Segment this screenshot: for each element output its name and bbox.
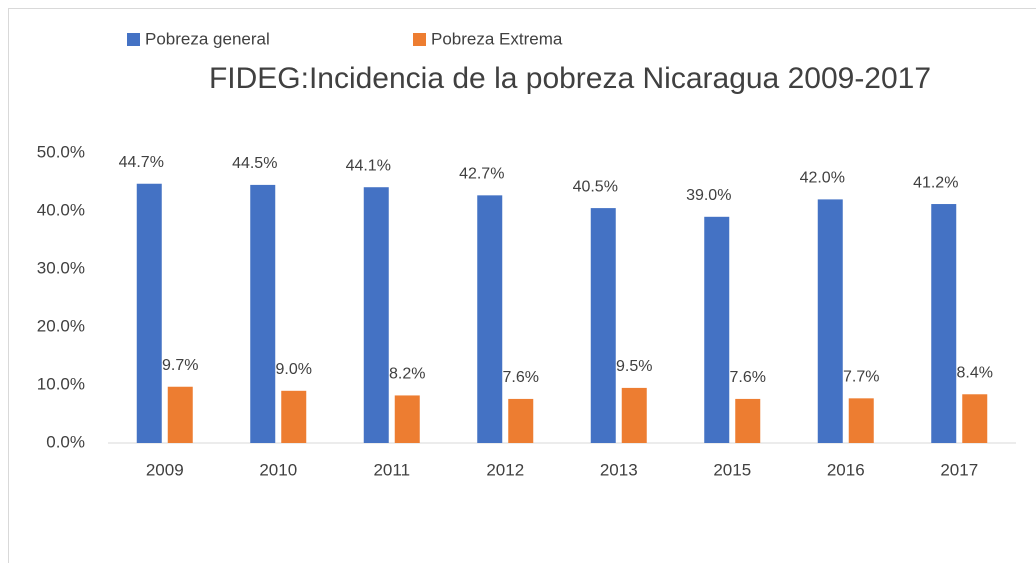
y-tick-label: 20.0%: [37, 316, 85, 335]
bar: [363, 187, 389, 443]
value-label: 9.5%: [616, 358, 652, 375]
value-label: 42.7%: [459, 166, 504, 183]
value-label: 8.2%: [389, 366, 425, 383]
x-tick-label: 2009: [146, 460, 184, 479]
value-label: 40.5%: [573, 178, 618, 195]
legend-label: Pobreza general: [145, 29, 270, 48]
bar: [621, 387, 647, 443]
bar: [250, 184, 276, 443]
x-tick-label: 2016: [827, 460, 865, 479]
value-label: 41.2%: [913, 174, 958, 191]
value-label: 42.0%: [800, 170, 845, 187]
y-tick-label: 40.0%: [37, 200, 85, 219]
y-tick-label: 30.0%: [37, 258, 85, 277]
x-tick-label: 2013: [600, 460, 638, 479]
y-tick-label: 0.0%: [46, 432, 85, 451]
x-tick-label: 2011: [373, 460, 410, 479]
value-label: 7.6%: [503, 369, 539, 386]
value-label: 39.0%: [686, 187, 731, 204]
bar: [735, 398, 761, 443]
x-tick-label: 2015: [713, 460, 751, 479]
value-label: 7.6%: [730, 369, 766, 386]
legend-label: Pobreza Extrema: [431, 29, 563, 48]
x-tick-label: 2017: [940, 460, 978, 479]
value-label: 9.0%: [276, 361, 312, 378]
x-tick-label: 2010: [259, 460, 297, 479]
chart-border: [8, 8, 1036, 563]
value-label: 9.7%: [162, 357, 198, 374]
bar: [394, 395, 420, 443]
value-label: 8.4%: [957, 364, 993, 381]
legend-swatch: [127, 33, 140, 46]
legend-swatch: [413, 33, 426, 46]
bar: [477, 195, 503, 443]
value-label: 7.7%: [843, 369, 879, 386]
x-tick-label: 2012: [486, 460, 524, 479]
value-label: 44.5%: [232, 155, 277, 172]
bar: [817, 199, 843, 443]
chart-title: FIDEG:Incidencia de la pobreza Nicaragua…: [209, 62, 931, 95]
y-tick-label: 50.0%: [37, 142, 85, 161]
bar: [848, 398, 874, 443]
y-tick-label: 10.0%: [37, 374, 85, 393]
bar: [704, 216, 730, 443]
bar: [167, 386, 193, 443]
bar: [590, 208, 616, 443]
bar: [281, 390, 307, 443]
bar: [508, 398, 534, 443]
bar: [931, 204, 957, 443]
value-label: 44.7%: [119, 154, 164, 171]
value-label: 44.1%: [346, 157, 391, 174]
bar: [962, 394, 988, 443]
bar: [136, 183, 162, 444]
